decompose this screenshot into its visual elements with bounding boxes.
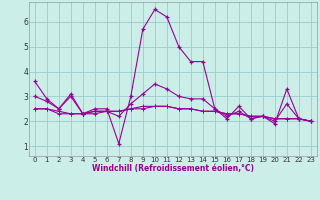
X-axis label: Windchill (Refroidissement éolien,°C): Windchill (Refroidissement éolien,°C) bbox=[92, 164, 254, 173]
